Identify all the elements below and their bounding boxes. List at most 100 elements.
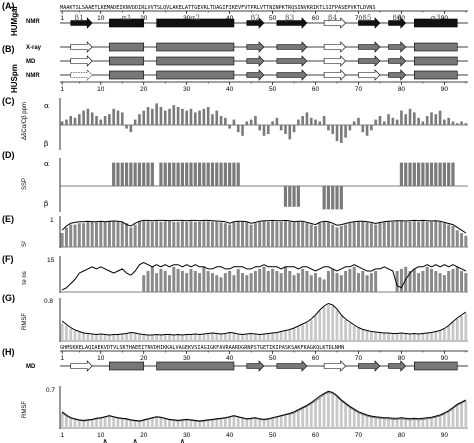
- data-bar: [142, 162, 146, 186]
- data-bar: [451, 121, 455, 125]
- data-bar: [210, 221, 214, 247]
- data-bar: [99, 119, 103, 125]
- data-bar: [369, 417, 373, 428]
- data-bar: [283, 221, 287, 247]
- data-bar: [193, 420, 197, 428]
- data-bar: [387, 333, 390, 341]
- data-bar: [442, 162, 446, 186]
- data-bar: [219, 277, 223, 292]
- data-bar: [408, 271, 412, 292]
- strand-arrow: [358, 17, 381, 29]
- data-bar: [202, 334, 206, 341]
- data-bar: [181, 420, 184, 428]
- data-bar: [434, 114, 438, 125]
- data-bar: [387, 418, 390, 428]
- data-bar: [348, 323, 352, 341]
- data-bar: [413, 112, 416, 125]
- data-bar: [193, 162, 197, 186]
- data-bar: [193, 112, 197, 125]
- data-bar: [198, 335, 201, 341]
- data-bar: [344, 404, 347, 428]
- data-bar: [344, 271, 348, 292]
- data-bar: [412, 268, 416, 292]
- data-bar: [326, 222, 330, 247]
- data-bar: [425, 162, 429, 186]
- data-bar: [331, 224, 335, 247]
- data-bar: [215, 221, 219, 247]
- data-bar: [185, 335, 189, 341]
- data-bar: [112, 335, 116, 341]
- strand-arrow: [323, 55, 347, 67]
- data-bar: [219, 162, 223, 186]
- ss-row-3: [60, 69, 468, 81]
- data-bar: [193, 271, 197, 292]
- data-bar: [193, 221, 197, 247]
- side-label-humgal: HUMgal: [10, 6, 19, 36]
- data-bar: [374, 417, 378, 428]
- helix-bar: [414, 42, 458, 52]
- data-bar: [309, 224, 313, 247]
- data-bar: [172, 221, 176, 247]
- data-bar: [185, 221, 189, 247]
- data-bar: [90, 334, 94, 341]
- panel-label-d: (D): [2, 150, 15, 160]
- data-bar: [279, 125, 283, 131]
- data-bar: [438, 331, 442, 341]
- data-bar: [228, 333, 232, 341]
- data-bar: [215, 162, 219, 186]
- data-bar: [78, 114, 81, 125]
- data-bar: [352, 410, 356, 428]
- data-bar: [266, 334, 270, 341]
- data-bar: [271, 418, 274, 428]
- data-bar: [365, 331, 369, 341]
- data-bar: [292, 328, 296, 341]
- data-bar: [168, 419, 171, 428]
- data-bar: [438, 416, 442, 428]
- data-bar: [447, 326, 451, 341]
- axis-tick-label: 90: [441, 432, 449, 439]
- helix-bar: [156, 42, 235, 52]
- data-bar: [275, 333, 279, 341]
- data-bar: [266, 419, 270, 428]
- data-bar: [374, 119, 377, 125]
- data-bar: [425, 221, 429, 247]
- data-bar: [442, 413, 446, 428]
- data-bar: [138, 421, 141, 428]
- data-bar: [309, 403, 313, 428]
- data-bar: [421, 221, 425, 247]
- data-bar: [236, 221, 240, 247]
- data-bar: [168, 108, 171, 125]
- data-bar: [327, 305, 330, 341]
- data-bar: [430, 112, 433, 125]
- data-bar: [335, 227, 339, 247]
- data-bar: [133, 162, 137, 186]
- data-bar: [206, 334, 210, 341]
- data-bar: [172, 420, 176, 428]
- data-bar: [399, 162, 404, 186]
- data-bar: [138, 114, 141, 125]
- data-bar: [155, 335, 159, 341]
- panel-label-b: (B): [2, 44, 15, 54]
- data-bar: [142, 275, 146, 292]
- data-bar: [438, 162, 442, 186]
- data-bar: [382, 418, 386, 428]
- data-bar: [417, 273, 421, 292]
- data-bar: [159, 107, 163, 125]
- axis-tick-label: 10: [97, 86, 105, 93]
- helix-bar: [109, 56, 145, 66]
- data-bar: [284, 331, 287, 341]
- ss-label: β2: [251, 13, 260, 22]
- ss-label: α2: [190, 13, 200, 22]
- data-bar: [464, 235, 468, 247]
- panel-label-f: (F): [2, 254, 14, 264]
- helix-bar: [156, 70, 235, 80]
- data-bar: [228, 125, 231, 129]
- helix-bar: [109, 361, 145, 371]
- caret-marker: ∧: [103, 438, 108, 443]
- data-bar: [86, 221, 90, 247]
- data-bar: [438, 221, 442, 247]
- data-bar: [301, 116, 304, 125]
- data-bar: [378, 333, 382, 341]
- data-bar: [65, 119, 68, 125]
- data-bar: [159, 335, 163, 341]
